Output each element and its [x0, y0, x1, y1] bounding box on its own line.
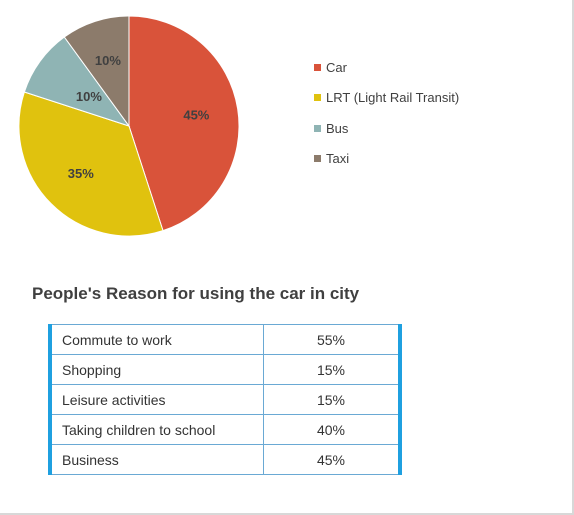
slice-value-label: 10%	[76, 89, 102, 104]
legend-label: Bus	[326, 120, 349, 136]
legend-label: LRT (Light Rail Transit)	[326, 90, 460, 106]
pie-legend: Car LRT (Light Rail Transit) Bus Taxi	[314, 52, 459, 174]
reason-table: Commute to work 55% Shopping 15% Leisure…	[48, 324, 402, 475]
legend-item: Taxi	[314, 144, 459, 175]
legend-item: LRT (Light Rail Transit)	[314, 83, 459, 114]
legend-swatch	[314, 63, 321, 71]
value-cell: 15%	[263, 384, 401, 415]
slice-value-label: 35%	[68, 166, 94, 181]
table-row: Shopping 15%	[49, 354, 401, 385]
pie-slice	[128, 15, 240, 232]
legend-swatch	[314, 94, 321, 102]
table-title: People's Reason for using the car in cit…	[32, 284, 360, 303]
table-row: Commute to work 55%	[49, 324, 401, 355]
slice-value-label: 10%	[95, 53, 121, 68]
reason-cell: Shopping	[49, 354, 264, 385]
table-row: Leisure activities 15%	[49, 384, 401, 415]
pie-chart: 45% 35% 10% 10%	[18, 15, 240, 237]
reason-cell: Leisure activities	[49, 384, 264, 415]
legend-swatch	[314, 155, 321, 163]
pie-slice	[63, 15, 130, 128]
legend-label: Car	[326, 59, 347, 75]
value-cell: 15%	[263, 354, 401, 385]
reason-cell: Taking children to school	[49, 414, 264, 445]
legend-swatch	[314, 124, 321, 132]
slice-value-label: 45%	[183, 107, 209, 122]
legend-item: Car	[314, 52, 459, 83]
table-row: Taking children to school 40%	[49, 414, 401, 445]
value-cell: 55%	[263, 324, 401, 355]
legend-item: Bus	[314, 113, 459, 144]
legend-label: Taxi	[326, 151, 350, 167]
table-row: Business 45%	[49, 444, 401, 475]
reason-cell: Commute to work	[49, 324, 264, 355]
pie-slice	[18, 91, 164, 237]
value-cell: 40%	[263, 414, 401, 445]
value-cell: 45%	[263, 444, 401, 475]
reason-cell: Business	[49, 444, 264, 475]
